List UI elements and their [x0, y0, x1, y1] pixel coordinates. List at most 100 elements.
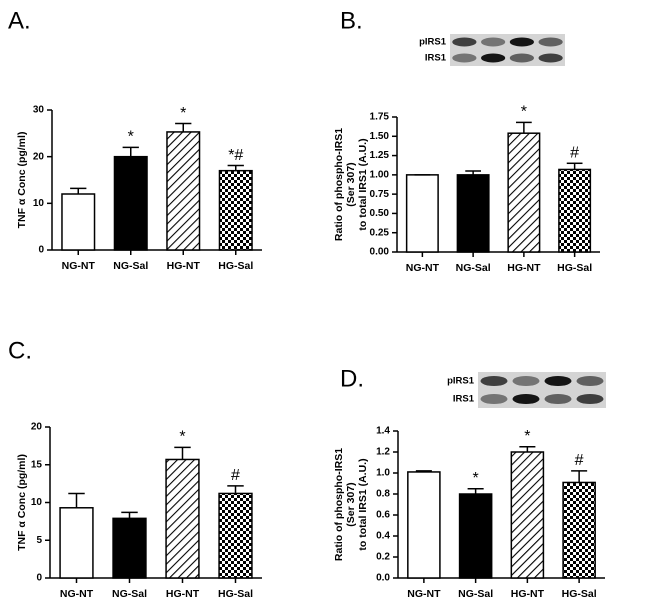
error-bar: [175, 122, 192, 132]
blot-band: [544, 375, 572, 387]
significance-marker: *#: [228, 147, 243, 164]
x-tick-label: NG-NT: [60, 588, 94, 600]
significance-marker: *: [524, 428, 530, 445]
x-tick-label: NG-Sal: [456, 262, 491, 274]
y-tick-label: 10: [31, 497, 43, 508]
error-bar: [70, 187, 87, 194]
panel-label: D.: [340, 365, 364, 392]
y-tick-label: 30: [33, 105, 45, 116]
chart-panel: B. Ratio of phospho-IRS1 (Ser 307) to total…: [333, 7, 600, 274]
error-bar: [516, 121, 532, 134]
bar: [112, 517, 147, 579]
x-tick-label: NG-Sal: [458, 588, 493, 600]
y-tick-label: 20: [33, 151, 45, 162]
y-tick-label: 1.2: [376, 447, 390, 458]
y-tick-label: 10: [33, 198, 45, 209]
bar: [405, 174, 439, 253]
bar: [456, 174, 490, 253]
bar: [218, 492, 253, 579]
error-bar: [415, 470, 432, 472]
blot-label: IRS1: [425, 53, 447, 64]
chart-panel: D. Ratio of phospho-IRS1 (Ser 307) to total…: [333, 365, 606, 600]
blot-band: [452, 53, 477, 63]
x-tick-label: HG-NT: [167, 260, 201, 272]
y-tick-label: 0: [38, 245, 44, 256]
bar: [165, 458, 200, 579]
blot-band: [538, 53, 563, 63]
y-tick-label: 20: [31, 422, 43, 433]
bar: [166, 131, 201, 251]
x-tick-label: NG-Sal: [112, 588, 147, 600]
y-tick-label: 1.50: [370, 131, 390, 142]
y-tick-label: 15: [31, 459, 43, 470]
y-tick-label: 0.8: [376, 489, 390, 500]
x-tick-label: HG-Sal: [557, 262, 592, 274]
x-tick-label: HG-Sal: [562, 588, 597, 600]
significance-marker: *: [473, 470, 479, 487]
blot-band: [538, 37, 563, 47]
y-tick-label: 0.6: [376, 510, 390, 521]
blot-band: [481, 37, 506, 47]
error-bar: [467, 488, 484, 494]
blot-band: [512, 393, 540, 405]
bar: [510, 451, 545, 579]
y-axis-label: TNF α Conc (pg/ml): [16, 454, 28, 551]
y-tick-label: 1.00: [370, 169, 390, 180]
significance-marker: #: [570, 145, 579, 162]
y-tick-label: 0.2: [376, 552, 390, 563]
y-axis-label: Ratio of phospho-IRS1: [333, 448, 345, 561]
x-tick-label: HG-Sal: [218, 260, 253, 272]
x-tick-label: HG-Sal: [218, 588, 253, 600]
blot-band: [452, 37, 477, 47]
bar: [218, 169, 253, 251]
bar: [562, 481, 596, 579]
bar: [113, 155, 148, 251]
blot-band: [509, 37, 534, 47]
error-bar: [122, 146, 139, 157]
error-bar: [566, 162, 583, 170]
y-axis-label: (Ser 307): [345, 482, 357, 526]
y-tick-label: 0.0: [376, 573, 390, 584]
blot-label: pIRS1: [419, 37, 447, 48]
blot-label: pIRS1: [447, 376, 475, 387]
x-tick-label: HG-NT: [166, 588, 200, 600]
bar: [507, 132, 541, 253]
blot-band: [544, 393, 572, 405]
bar: [61, 193, 96, 251]
x-tick-label: NG-Sal: [113, 260, 148, 272]
y-tick-label: 0.4: [376, 531, 390, 542]
error-bar: [174, 446, 191, 460]
x-tick-label: HG-NT: [507, 262, 541, 274]
y-tick-label: 1.4: [376, 426, 390, 437]
y-axis-label: (Ser 307): [345, 162, 357, 206]
bar: [59, 507, 94, 579]
blot-band: [509, 53, 534, 63]
y-tick-label: 0.25: [370, 227, 390, 238]
chart-panel: C. TNF α Conc (pg/ml) 0 5 10 15 20 NG-NT NG-Sal H…: [8, 337, 262, 600]
blot-band: [480, 393, 508, 405]
blot-band: [576, 393, 604, 405]
error-bar: [571, 470, 588, 483]
y-tick-label: 0.00: [370, 247, 390, 258]
y-tick-label: 5: [36, 535, 42, 546]
x-tick-label: HG-NT: [511, 588, 545, 600]
y-axis-label: to total IRS1 (A.U.): [357, 138, 369, 230]
significance-marker: *: [521, 104, 527, 121]
blot-label: IRS1: [453, 394, 475, 405]
y-axis-label: TNF α Conc (pg/ml): [16, 132, 28, 229]
x-tick-label: NG-NT: [407, 588, 441, 600]
error-bar: [519, 446, 536, 452]
panel-label: A.: [8, 7, 31, 34]
significance-marker: *: [179, 429, 185, 446]
error-bar: [227, 485, 244, 494]
panel-label: C.: [8, 337, 32, 364]
error-bar: [68, 492, 85, 508]
bar: [407, 471, 441, 579]
bar: [558, 168, 592, 253]
x-tick-label: NG-NT: [406, 262, 440, 274]
y-tick-label: 0: [36, 573, 42, 584]
y-tick-label: 1.25: [370, 150, 390, 161]
y-tick-label: 1.0: [376, 468, 390, 479]
error-bar: [465, 170, 481, 175]
